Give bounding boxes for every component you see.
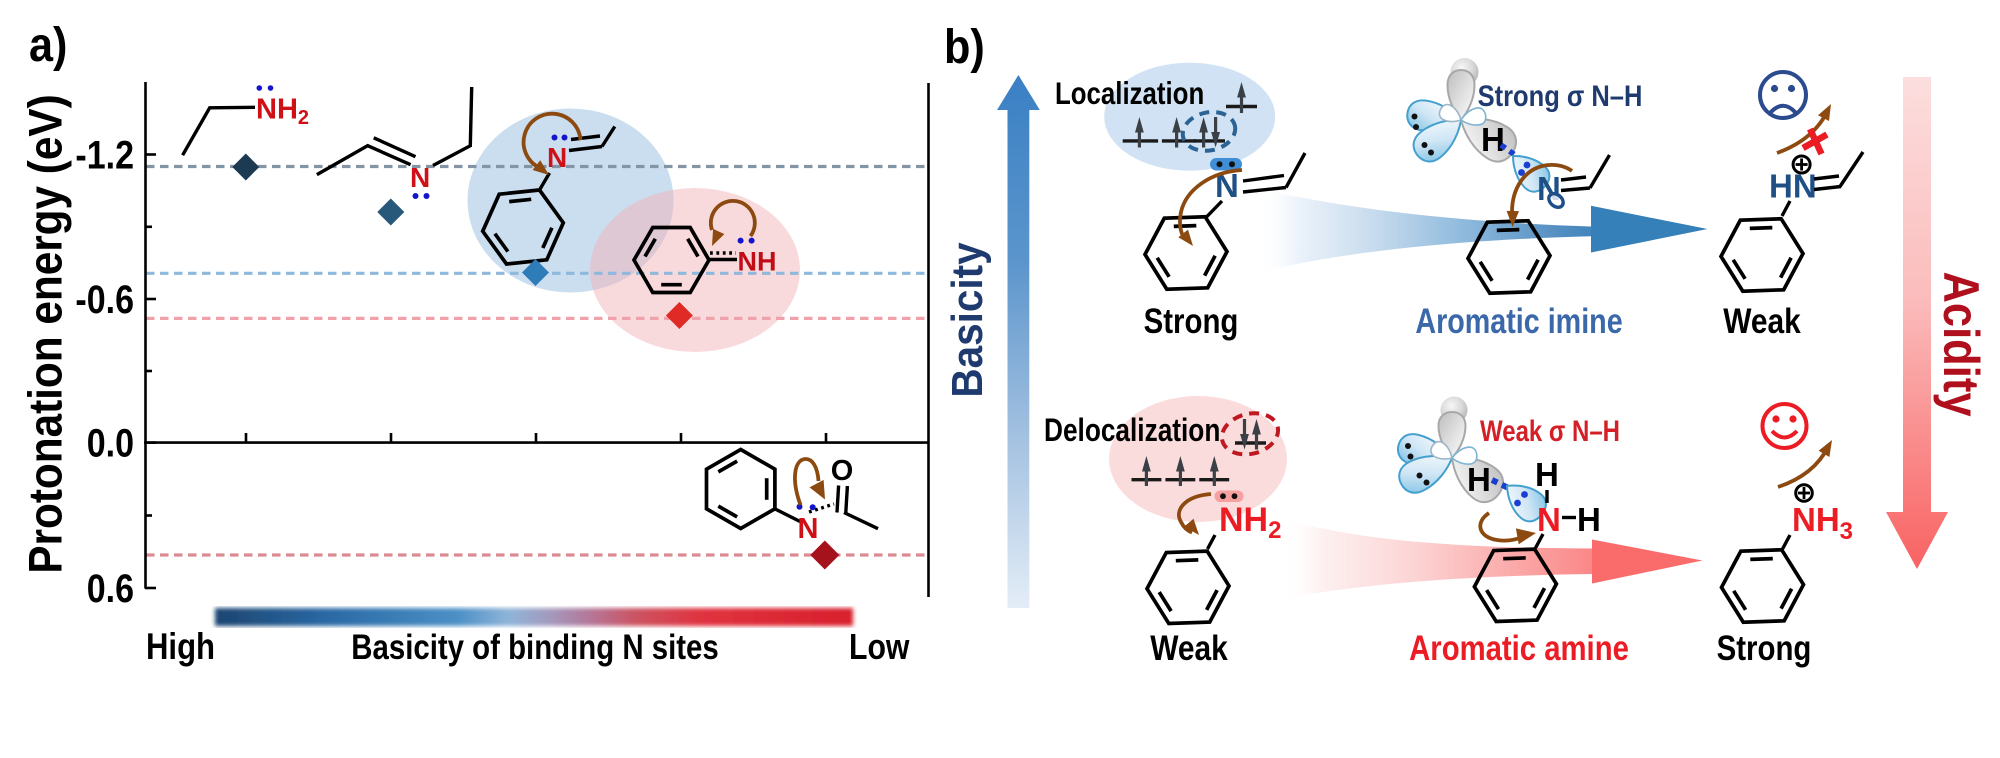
svg-text:Localization: Localization [1055, 77, 1204, 112]
svg-text:High: High [146, 627, 215, 668]
svg-text:Aromatic amine: Aromatic amine [1409, 629, 1629, 668]
svg-text:NH2: NH2 [1219, 501, 1281, 544]
svg-text:H: H [1467, 461, 1491, 498]
svg-text:b): b) [944, 20, 985, 74]
svg-text:HN: HN [1769, 168, 1817, 205]
svg-text:O: O [831, 455, 854, 487]
svg-text:Basicity: Basicity [942, 242, 991, 398]
svg-text:0.0: 0.0 [87, 420, 134, 465]
svg-text:Protonation energy (eV): Protonation energy (eV) [21, 94, 73, 573]
svg-text:0.6: 0.6 [87, 565, 134, 610]
svg-text:-1.2: -1.2 [75, 132, 134, 177]
svg-text:N: N [547, 142, 567, 173]
svg-text:Weak: Weak [1150, 629, 1228, 668]
svg-text:H: H [1481, 121, 1505, 158]
svg-text:Low: Low [849, 628, 910, 668]
svg-text:N: N [798, 513, 819, 545]
svg-text:H: H [1577, 501, 1601, 538]
svg-text:Strong σ N–H: Strong σ N–H [1478, 79, 1643, 112]
svg-text:-0.6: -0.6 [75, 276, 134, 321]
svg-text:Acidity: Acidity [1933, 271, 1988, 416]
svg-text:N: N [410, 162, 430, 193]
svg-text:N: N [1537, 501, 1561, 538]
svg-text:Aromatic imine: Aromatic imine [1415, 301, 1622, 340]
svg-text:Weak: Weak [1723, 302, 1801, 341]
svg-text:H: H [1535, 456, 1559, 493]
svg-text:Strong: Strong [1717, 629, 1812, 668]
svg-text:Delocalization: Delocalization [1044, 414, 1220, 449]
svg-text:Weak σ N–H: Weak σ N–H [1480, 413, 1620, 447]
svg-text:a): a) [29, 18, 67, 72]
svg-text:Strong: Strong [1144, 302, 1239, 341]
svg-text:NH: NH [738, 247, 777, 277]
svg-text:N: N [1215, 167, 1239, 204]
svg-text:Basicity of binding N sites: Basicity of binding N sites [351, 628, 718, 667]
